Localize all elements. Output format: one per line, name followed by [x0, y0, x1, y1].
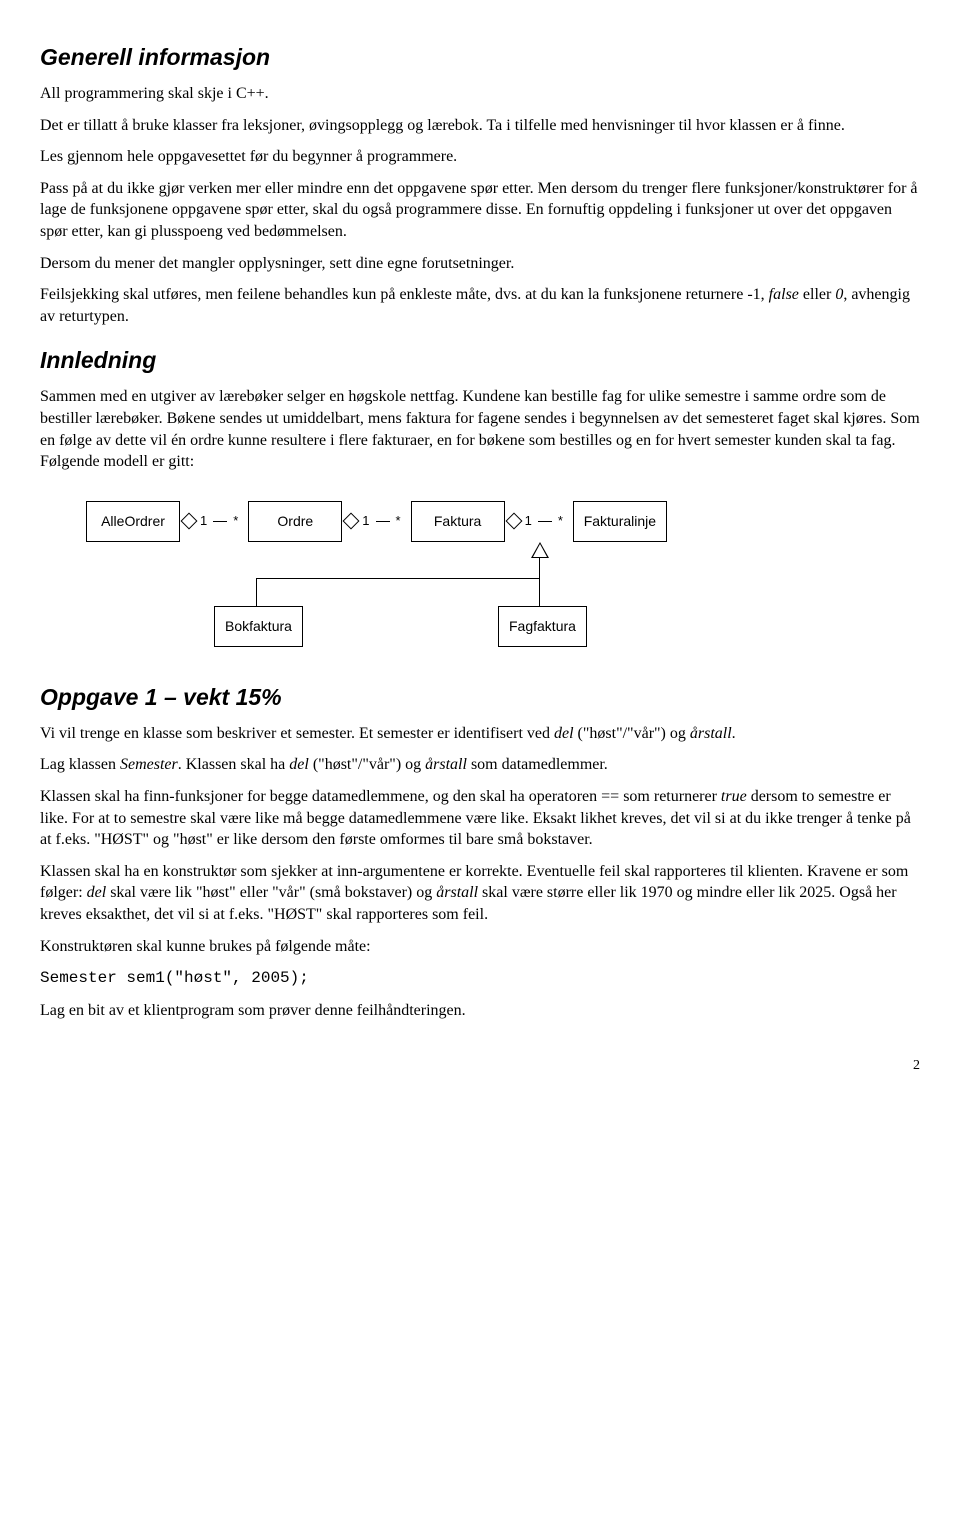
- heading-oppgave1: Oppgave 1 – vekt 15%: [40, 682, 920, 713]
- uml-box-fakturalinje: Fakturalinje: [573, 501, 667, 542]
- text: ("høst"/"vår") og: [309, 756, 425, 773]
- uml-box-alleordrer: AlleOrdrer: [86, 501, 180, 542]
- paragraph: Konstruktøren skal kunne brukes på følge…: [40, 936, 920, 958]
- paragraph: Les gjennom hele oppgavesettet før du be…: [40, 146, 920, 168]
- paragraph: Sammen med en utgiver av lærebøker selge…: [40, 386, 920, 472]
- paragraph: Feilsjekking skal utføres, men feilene b…: [40, 284, 920, 327]
- italic-text: årstall: [425, 756, 467, 773]
- connector-line: [538, 521, 552, 522]
- text: Feilsjekking skal utføres, men feilene b…: [40, 286, 769, 303]
- italic-text: del: [87, 884, 107, 901]
- paragraph: All programmering skal skje i C++.: [40, 83, 920, 105]
- uml-top-row: AlleOrdrer 1 * Ordre 1 * Faktura 1 * Fak…: [86, 501, 920, 542]
- multiplicity-right: *: [552, 512, 569, 530]
- connector-line: [256, 578, 540, 579]
- uml-box-bokfaktura: Bokfaktura: [214, 606, 303, 647]
- multiplicity-right: *: [227, 512, 244, 530]
- italic-text: true: [721, 788, 747, 805]
- text: . Klassen skal ha: [178, 756, 290, 773]
- text: eller: [799, 286, 835, 303]
- uml-box-ordre: Ordre: [248, 501, 342, 542]
- page-number: 2: [40, 1057, 920, 1076]
- paragraph: Dersom du mener det mangler opplysninger…: [40, 253, 920, 275]
- paragraph: Vi vil trenge en klasse som beskriver et…: [40, 723, 920, 745]
- multiplicity-right: *: [390, 512, 407, 530]
- heading-generell: Generell informasjon: [40, 42, 920, 73]
- italic-text: del: [554, 725, 574, 742]
- uml-association: 1 *: [184, 512, 244, 530]
- connector-line: [256, 578, 257, 606]
- text: ("høst"/"vår") og: [574, 725, 690, 742]
- text: skal være lik "høst" eller "vår" (små bo…: [106, 884, 436, 901]
- uml-diagram: AlleOrdrer 1 * Ordre 1 * Faktura 1 * Fak…: [86, 501, 920, 662]
- paragraph: Lag klassen Semester. Klassen skal ha de…: [40, 754, 920, 776]
- uml-association: 1 *: [346, 512, 406, 530]
- italic-text: årstall: [690, 725, 732, 742]
- heading-innledning: Innledning: [40, 345, 920, 376]
- connector-line: [539, 578, 540, 606]
- text: Vi vil trenge en klasse som beskriver et…: [40, 725, 554, 742]
- paragraph: Det er tillatt å bruke klasser fra leksj…: [40, 115, 920, 137]
- uml-box-fagfaktura: Fagfaktura: [498, 606, 587, 647]
- italic-text: Semester: [120, 756, 178, 773]
- italic-text: årstall: [436, 884, 478, 901]
- code-block: Semester sem1("høst", 2005);: [40, 967, 920, 990]
- paragraph: Pass på at du ikke gjør verken mer eller…: [40, 178, 920, 243]
- uml-association: 1 *: [509, 512, 569, 530]
- connector-line: [213, 521, 227, 522]
- uml-generalization: Bokfaktura Fagfaktura: [86, 542, 646, 662]
- generalization-arrow-icon: [531, 542, 549, 558]
- paragraph: Lag en bit av et klientprogram som prøve…: [40, 1000, 920, 1022]
- text: .: [732, 725, 736, 742]
- uml-box-faktura: Faktura: [411, 501, 505, 542]
- text: Klassen skal ha finn-funksjoner for begg…: [40, 788, 721, 805]
- text: Lag klassen: [40, 756, 120, 773]
- text: som datamedlemmer.: [467, 756, 608, 773]
- code-text: Semester sem1("høst", 2005);: [40, 969, 309, 987]
- connector-line: [376, 521, 390, 522]
- italic-text: false: [769, 286, 799, 303]
- paragraph: Klassen skal ha finn-funksjoner for begg…: [40, 786, 920, 851]
- connector-line: [539, 558, 540, 578]
- paragraph: Klassen skal ha en konstruktør som sjekk…: [40, 861, 920, 926]
- italic-text: del: [289, 756, 309, 773]
